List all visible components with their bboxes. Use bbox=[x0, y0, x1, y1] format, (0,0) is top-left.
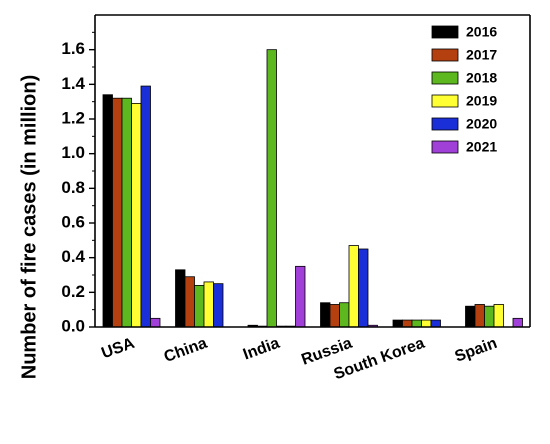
bar-2021-usa bbox=[150, 317, 161, 328]
legend-swatch-2021 bbox=[431, 140, 459, 154]
bar-2020-usa bbox=[140, 85, 151, 328]
bar-2018-india bbox=[266, 49, 277, 328]
bar-2018-spain bbox=[484, 305, 495, 328]
bar-2016-russia bbox=[320, 302, 331, 328]
legend-swatch-2020 bbox=[431, 117, 459, 131]
legend-label-2019: 2019 bbox=[466, 93, 497, 109]
y-tick-label: 1.4 bbox=[61, 74, 85, 93]
legend-swatch-2019 bbox=[431, 94, 459, 108]
bar-2021-india bbox=[295, 265, 306, 328]
y-tick-label: 1.0 bbox=[61, 143, 85, 162]
bar-2016-china bbox=[175, 269, 186, 328]
bar-2019-spain bbox=[493, 304, 504, 328]
y-tick-label: 0.0 bbox=[61, 316, 85, 335]
bar-2020-south-korea bbox=[430, 319, 441, 328]
legend-label-2020: 2020 bbox=[466, 116, 497, 132]
y-axis-title: Number of fire cases (in million) bbox=[18, 75, 40, 380]
bar-2019-russia bbox=[348, 245, 359, 328]
bar-2017-china bbox=[184, 276, 195, 328]
bar-2017-spain bbox=[474, 304, 485, 328]
bar-2019-usa bbox=[131, 103, 142, 328]
y-tick-label: 0.2 bbox=[61, 282, 85, 301]
bar-2020-russia bbox=[358, 248, 369, 328]
legend-swatch-2016 bbox=[431, 25, 459, 39]
legend-label-2017: 2017 bbox=[466, 47, 497, 63]
bar-2018-usa bbox=[121, 97, 132, 328]
bar-2018-south-korea bbox=[411, 319, 422, 328]
bar-2017-south-korea bbox=[402, 319, 413, 328]
bar-2016-south-korea bbox=[392, 319, 403, 328]
y-tick-label: 0.8 bbox=[61, 178, 85, 197]
legend-label-2016: 2016 bbox=[466, 24, 497, 40]
legend: 2016 2017 2018 2019 2020 2021 bbox=[431, 24, 497, 155]
x-tick-label: Spain bbox=[453, 335, 500, 366]
bars-group bbox=[102, 49, 523, 328]
legend-label-2018: 2018 bbox=[466, 70, 497, 86]
y-tick-label: 0.6 bbox=[61, 212, 85, 231]
bar-2016-spain bbox=[465, 305, 476, 328]
bar-2018-russia bbox=[339, 302, 350, 328]
bar-2017-usa bbox=[112, 97, 123, 328]
bar-2018-china bbox=[194, 284, 205, 328]
bar-2017-russia bbox=[329, 304, 340, 328]
bar-2019-south-korea bbox=[421, 319, 432, 328]
bar-2021-spain bbox=[512, 317, 523, 328]
x-tick-label: China bbox=[162, 335, 210, 366]
y-tick-label: 1.2 bbox=[61, 108, 85, 127]
x-tick-label: India bbox=[241, 335, 282, 364]
legend-label-2021: 2021 bbox=[466, 139, 497, 155]
x-tick-label: USA bbox=[99, 335, 137, 363]
y-tick-label: 1.6 bbox=[61, 39, 85, 58]
y-tick-label: 0.4 bbox=[61, 247, 85, 266]
legend-swatch-2018 bbox=[431, 71, 459, 85]
bar-2016-usa bbox=[102, 94, 113, 328]
bar-2019-china bbox=[203, 281, 214, 328]
legend-swatch-2017 bbox=[431, 48, 459, 62]
bar-2020-china bbox=[213, 283, 224, 328]
